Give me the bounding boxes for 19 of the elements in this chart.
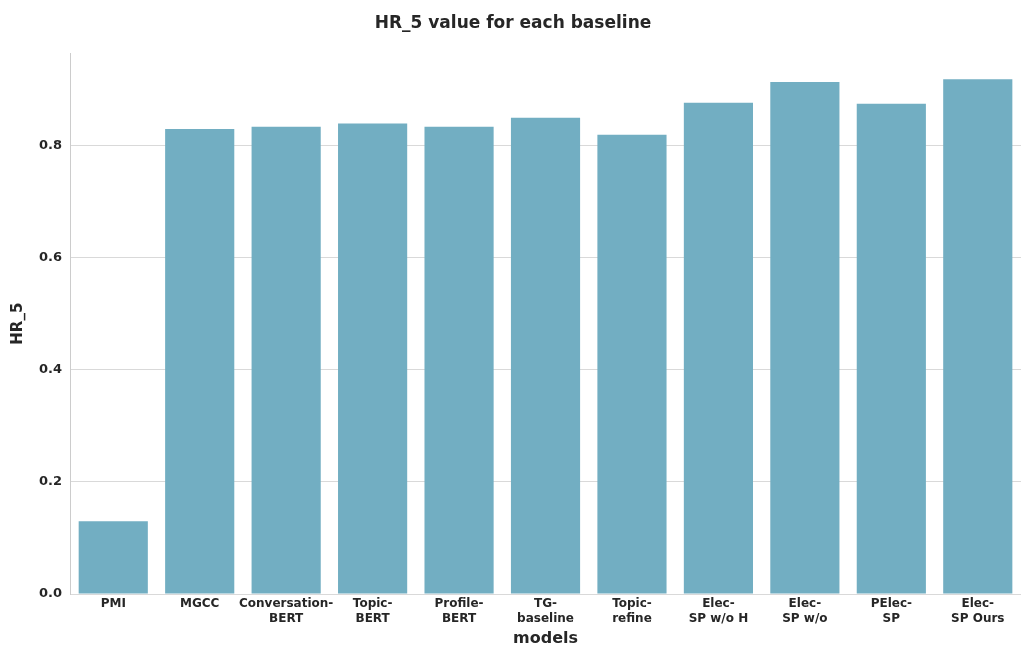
- x-tick-label: TG- baseline: [517, 596, 574, 625]
- y-axis-title: HR_5: [7, 302, 26, 345]
- x-tick-label: Elec- SP Ours: [951, 596, 1005, 625]
- y-tick-label: 0.0: [39, 585, 63, 601]
- x-tick-label: MGCC: [180, 596, 220, 611]
- x-tick-label: Elec- SP w/o H: [688, 596, 749, 625]
- x-tick-label: PElec- SP: [870, 596, 913, 625]
- y-tick-label: 0.2: [39, 473, 63, 489]
- x-tick-label: Elec- SP w/o: [782, 596, 828, 625]
- y-tick-label: 0.8: [39, 137, 63, 153]
- x-tick-label: Conversation- BERT: [238, 596, 334, 625]
- x-tick-label: Topic- BERT: [352, 596, 393, 625]
- x-tick-label: Profile- BERT: [434, 596, 484, 625]
- chart-title: HR_5 value for each baseline: [374, 11, 652, 32]
- x-tick-label: Topic- refine: [612, 596, 652, 625]
- x-axis-title: models: [513, 627, 579, 647]
- y-tick-label: 0.6: [39, 249, 63, 265]
- y-tick-label: 0.4: [39, 361, 63, 377]
- x-tick-label: PMI: [100, 596, 126, 611]
